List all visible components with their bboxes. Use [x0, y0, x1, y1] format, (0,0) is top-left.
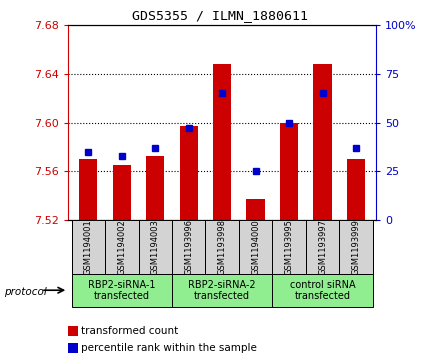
Text: GSM1193997: GSM1193997 [318, 219, 327, 275]
Bar [306, 220, 339, 274]
Bar [246, 199, 265, 220]
Text: GSM1193998: GSM1193998 [218, 219, 227, 275]
Bar [272, 220, 306, 274]
Bar [113, 165, 131, 220]
Text: percentile rank within the sample: percentile rank within the sample [81, 343, 257, 353]
Text: RBP2-siRNA-2
transfected: RBP2-siRNA-2 transfected [188, 280, 256, 301]
Bar [72, 220, 105, 274]
Text: RBP2-siRNA-1
transfected: RBP2-siRNA-1 transfected [88, 280, 155, 301]
Text: GSM1194003: GSM1194003 [151, 219, 160, 275]
Text: protocol: protocol [4, 287, 47, 297]
Bar [72, 274, 172, 307]
Bar [180, 126, 198, 220]
Text: GSM1194000: GSM1194000 [251, 219, 260, 275]
Bar [79, 159, 98, 220]
Bar [339, 220, 373, 274]
Text: control siRNA
transfected: control siRNA transfected [290, 280, 356, 301]
Bar [139, 220, 172, 274]
Bar [347, 159, 365, 220]
Text: GSM1194001: GSM1194001 [84, 219, 93, 275]
Bar [213, 64, 231, 220]
Bar [172, 220, 205, 274]
Text: GSM1193996: GSM1193996 [184, 219, 193, 275]
Bar [105, 220, 139, 274]
Bar [239, 220, 272, 274]
Bar [313, 64, 332, 220]
Text: GSM1193999: GSM1193999 [352, 219, 361, 275]
Bar [272, 274, 373, 307]
Bar [205, 220, 239, 274]
Text: transformed count: transformed count [81, 326, 179, 336]
Text: GSM1193995: GSM1193995 [285, 219, 293, 275]
Bar [172, 274, 272, 307]
Text: GSM1194002: GSM1194002 [117, 219, 126, 275]
Text: GDS5355 / ILMN_1880611: GDS5355 / ILMN_1880611 [132, 9, 308, 22]
Bar [280, 122, 298, 220]
Bar [146, 156, 165, 220]
